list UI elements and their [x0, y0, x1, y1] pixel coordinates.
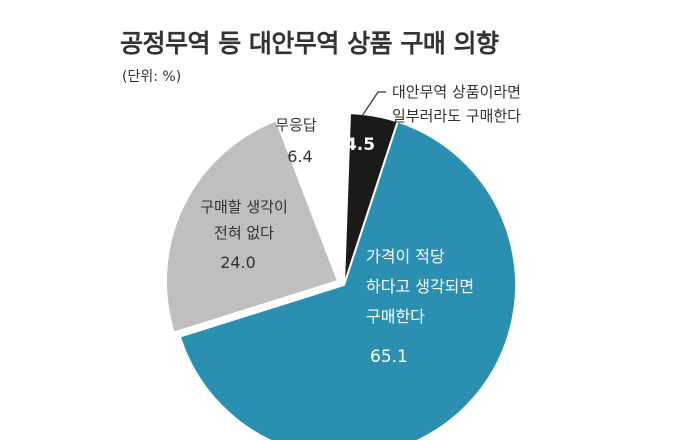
- leader-line: [361, 91, 386, 117]
- slice-label-alternative-trade-line-2: 일부러라도 구매한다: [392, 107, 521, 125]
- slice-value-alternative-trade: 4.5: [345, 135, 375, 155]
- slice-no-response: [276, 104, 348, 278]
- slice-no-intention: [165, 119, 340, 334]
- slice-value-no-intention: 24.0: [220, 253, 256, 272]
- slice-value-if-price-reasonable: 65.1: [370, 347, 408, 367]
- slice-label-if-price-reasonable-line-1: 가격이 적당: [366, 247, 445, 266]
- slice-label-no-response: 무응답: [275, 116, 317, 134]
- slice-label-no-intention-line-2: 전혀 없다: [214, 224, 274, 242]
- slice-label-if-price-reasonable-line-2: 하다고 생각되면: [366, 277, 474, 296]
- slice-label-if-price-reasonable-line-3: 구매한다: [366, 307, 425, 326]
- slice-if-price-reasonable: [178, 120, 517, 440]
- unit-label: (단위: %): [122, 69, 182, 85]
- slice-value-no-response: 6.4: [287, 147, 312, 166]
- chart-title: 공정무역 등 대안무역 상품 구매 의향: [120, 29, 499, 58]
- slice-label-no-intention-line-1: 구매할 생각이: [200, 198, 288, 216]
- slice-label-alternative-trade-line-1: 대안무역 상품이라면: [392, 83, 521, 101]
